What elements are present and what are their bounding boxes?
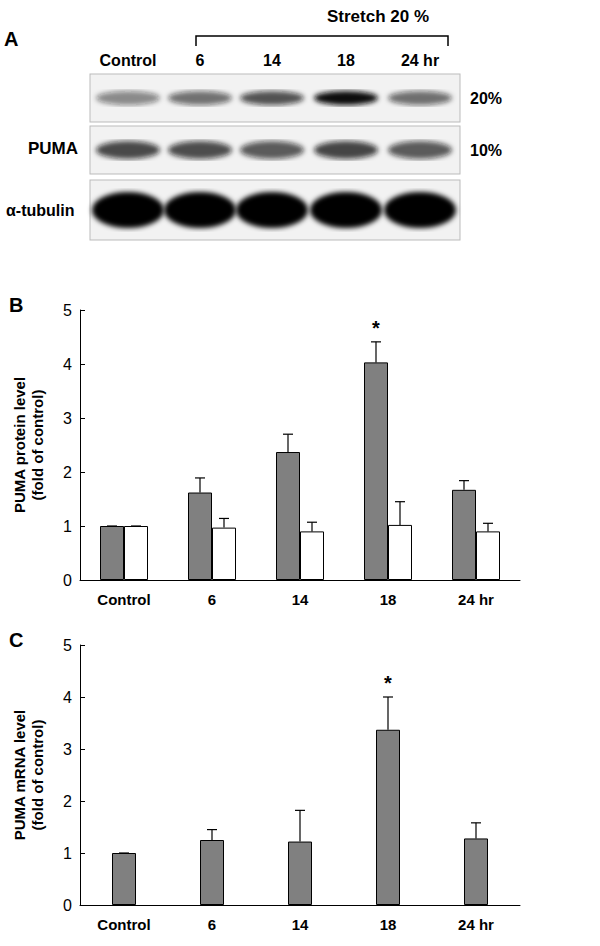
- svg-text:1: 1: [63, 518, 72, 535]
- svg-text:10%: 10%: [470, 142, 502, 159]
- svg-text:PUMA mRNA level: PUMA mRNA level: [11, 710, 28, 841]
- svg-text:6: 6: [208, 916, 216, 933]
- svg-text:C: C: [9, 629, 23, 651]
- svg-text:A: A: [4, 28, 18, 50]
- svg-text:14: 14: [263, 52, 281, 69]
- svg-text:Control: Control: [97, 916, 150, 933]
- svg-text:0: 0: [63, 572, 72, 589]
- svg-text:24 hr: 24 hr: [401, 52, 439, 69]
- svg-text:*: *: [384, 672, 392, 694]
- svg-text:1: 1: [63, 845, 72, 862]
- svg-text:Control: Control: [97, 591, 150, 608]
- svg-text:Stretch 20 %: Stretch 20 %: [327, 7, 429, 26]
- svg-text:14: 14: [292, 591, 309, 608]
- svg-text:18: 18: [380, 916, 397, 933]
- svg-text:B: B: [9, 294, 23, 316]
- svg-text:PUMA: PUMA: [28, 139, 78, 158]
- svg-text:18: 18: [380, 591, 397, 608]
- svg-text:*: *: [372, 317, 380, 339]
- svg-text:2: 2: [63, 464, 72, 481]
- svg-text:6: 6: [208, 591, 216, 608]
- svg-text:(fold of control): (fold of control): [29, 390, 46, 501]
- svg-text:α-tubulin: α-tubulin: [6, 202, 74, 219]
- svg-text:PUMA protein level: PUMA protein level: [11, 377, 28, 513]
- svg-text:24 hr: 24 hr: [458, 591, 494, 608]
- svg-text:3: 3: [63, 410, 72, 427]
- svg-text:18: 18: [337, 52, 355, 69]
- svg-text:20%: 20%: [470, 90, 502, 107]
- svg-text:4: 4: [63, 689, 72, 706]
- svg-text:3: 3: [63, 741, 72, 758]
- svg-text:0: 0: [63, 897, 72, 914]
- svg-text:2: 2: [63, 793, 72, 810]
- svg-text:4: 4: [63, 356, 72, 373]
- svg-text:14: 14: [292, 916, 309, 933]
- svg-text:Control: Control: [100, 52, 157, 69]
- svg-text:24 hr: 24 hr: [458, 916, 494, 933]
- svg-text:6: 6: [196, 52, 205, 69]
- svg-text:(fold of control): (fold of control): [29, 720, 46, 831]
- svg-text:5: 5: [63, 637, 72, 654]
- svg-text:5: 5: [63, 302, 72, 319]
